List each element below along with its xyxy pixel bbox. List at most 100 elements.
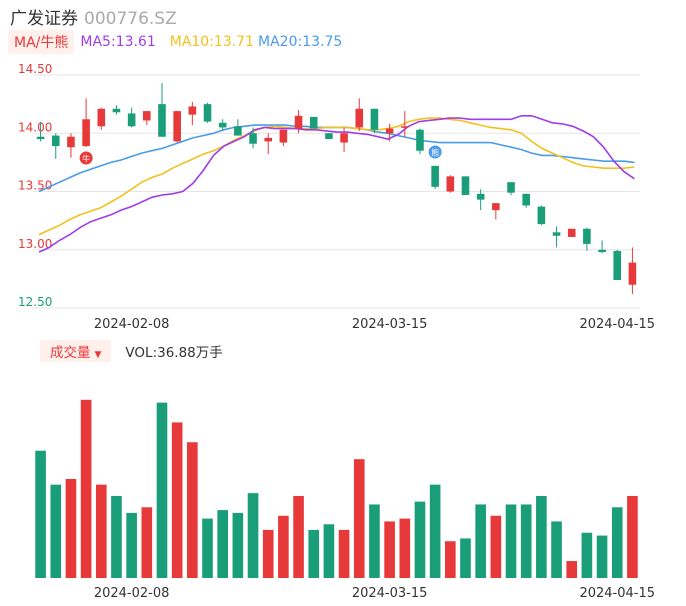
ma20-value: MA20:13.75 [258,34,343,50]
volume-bar [308,529,320,578]
candle-body [583,228,591,244]
candle-body [82,119,90,147]
ma10-value: MA10:13.71 [169,34,255,50]
candle-body [492,203,500,211]
candle-body [173,111,181,142]
volume-bar [232,512,244,578]
candle-body [325,133,333,140]
volume-tag-label: 成交量 [50,345,91,361]
y-tick-label: 13.50 [18,179,52,193]
volume-bar [505,504,517,578]
volume-x-tick-label: 2024-04-15 [579,586,655,601]
candle-body [188,106,197,115]
ma-indicator-selector[interactable]: MA/牛熊 [8,30,75,54]
volume-bar [111,495,122,578]
y-tick-label: 12.50 [18,295,52,309]
volume-bar [551,521,562,578]
volume-bar [171,422,183,578]
ma-legend: MA/牛熊 MA5:13.61 MA10:13.71 MA20:13.75 [8,30,342,54]
volume-bar [217,510,228,578]
candle-body [537,206,546,225]
stock-name: 广发证券 [10,9,78,29]
y-tick-label: 13.00 [18,237,52,251]
volume-bar [429,484,441,578]
candle-body [112,108,121,113]
x-tick-label: 2024-04-15 [579,317,655,332]
volume-bar [566,561,578,578]
volume-bar [65,479,77,578]
candle-body [127,113,136,127]
bull-marker-label: 牛 [82,154,90,164]
bull-marker-icon [79,151,93,165]
volume-bar [536,495,547,578]
candle-body [400,126,409,128]
volume-bar [353,459,365,578]
volume-indicator-selector[interactable]: 成交量 ▼ [40,340,112,362]
candle-body [249,133,257,144]
candle-body [264,137,273,142]
candle-body [431,165,439,187]
candle-body [218,122,227,128]
volume-bar [50,484,62,578]
bear-marker-icon [428,145,442,159]
candle-body [446,176,455,192]
volume-bar [141,507,153,578]
stock-code: 000776.SZ [84,9,177,29]
x-tick-label: 2024-02-08 [94,317,170,332]
volume-bar [475,504,486,578]
candle-body [598,249,606,253]
ma20-line [38,124,635,193]
volume-legend: 成交量 ▼ VOL:36.88万手 [40,340,223,362]
volume-bar [187,442,198,578]
ma5-line [38,115,635,253]
candle-body [234,126,242,136]
y-tick-label: 14.50 [18,62,52,76]
candle-body [309,116,318,129]
candle-body [567,228,576,237]
volume-bar [80,399,92,578]
volume-bar [445,541,456,578]
candle-body [613,250,622,281]
y-tick-label: 14.00 [18,120,52,134]
candle-body [522,193,530,206]
candle-body [203,104,212,122]
volume-bar [596,535,608,578]
volume-bar [35,450,46,578]
volume-bar [520,504,532,578]
volume-bar [399,518,411,578]
ma10-line [38,117,635,236]
caret-down-icon: ▼ [94,350,102,360]
volume-bar [581,532,593,578]
volume-bar [627,495,638,578]
candle-body [355,108,364,128]
volume-bar [95,484,107,578]
candle-body [51,135,60,147]
candle-body [416,129,424,151]
candle-body [294,115,303,129]
volume-x-tick-label: 2024-03-15 [352,586,428,601]
candle-body [507,182,515,193]
volume-bar [293,495,304,578]
candle-body [628,262,637,285]
volume-bar [323,524,335,578]
candle-body [158,104,166,137]
volume-bar [460,538,471,578]
volume-bar [414,501,426,578]
candle-body [552,232,561,236]
volume-bar [202,518,213,578]
volume-bar [611,507,623,578]
volume-bar [156,402,168,578]
volume-bar [278,515,289,578]
volume-bar [338,529,350,578]
volume-bar [384,521,395,578]
candle-body [143,111,151,121]
volume-bar [262,529,274,578]
candle-body [279,129,288,143]
candle-body [97,108,106,127]
stock-header: 广发证券 000776.SZ [10,4,177,29]
ma5-value: MA5:13.61 [80,34,156,50]
volume-bar [247,493,259,578]
bear-marker-label: 熊 [431,148,439,158]
candle-body [476,193,485,200]
